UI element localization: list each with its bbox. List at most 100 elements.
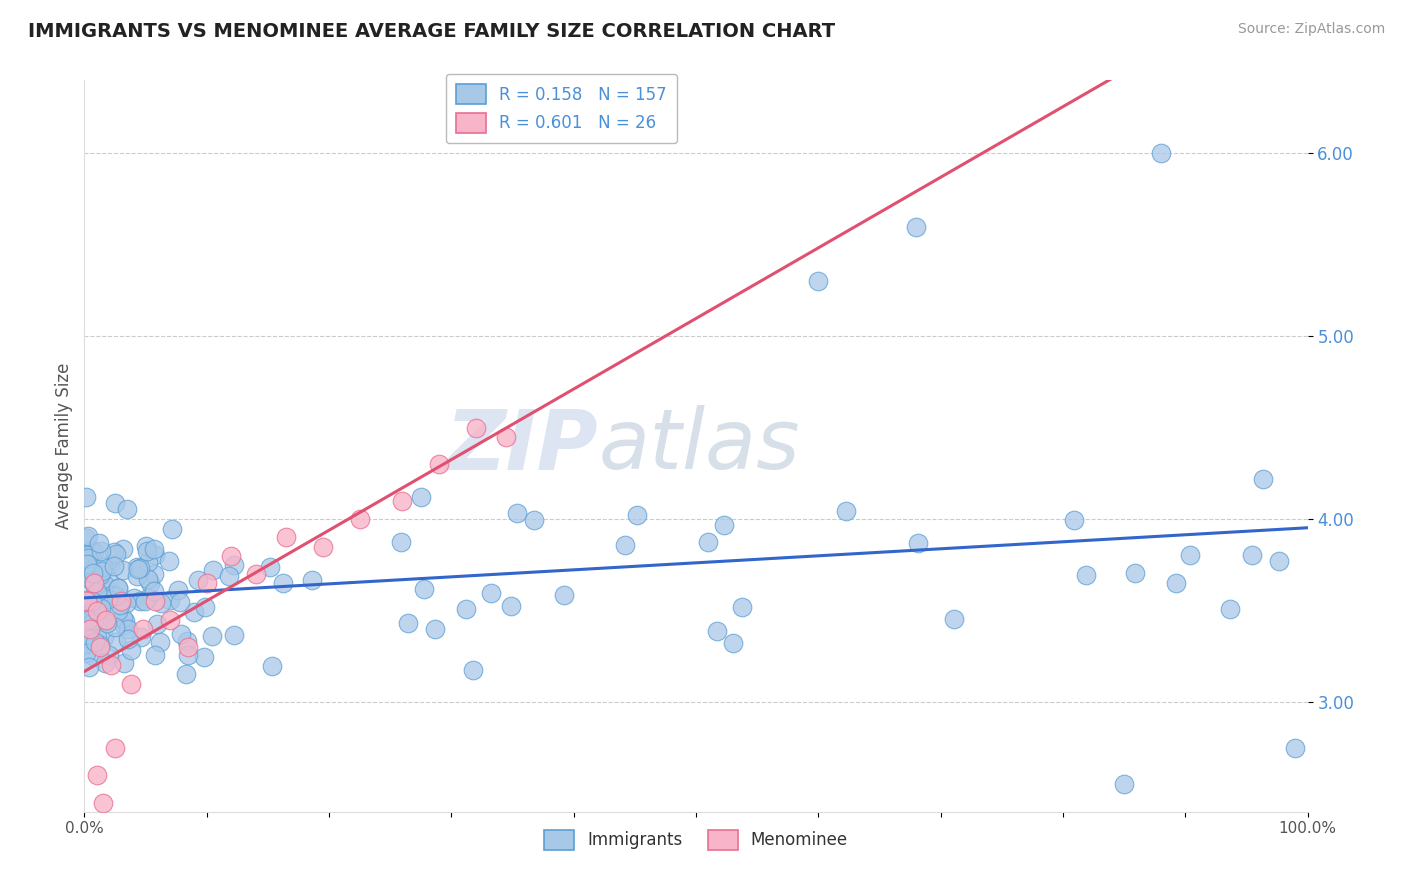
Point bbox=[202, 563, 225, 577]
Y-axis label: Average Family Size: Average Family Size bbox=[55, 363, 73, 529]
Point bbox=[129, 630, 152, 644]
Point bbox=[80, 635, 103, 649]
Point bbox=[86, 768, 108, 782]
Point bbox=[125, 560, 148, 574]
Point bbox=[143, 541, 166, 556]
Point bbox=[312, 540, 335, 554]
Point bbox=[193, 649, 215, 664]
Point bbox=[166, 583, 188, 598]
Point bbox=[83, 578, 105, 592]
Point bbox=[1268, 554, 1291, 568]
Point bbox=[626, 508, 648, 523]
Point bbox=[75, 531, 97, 545]
Point bbox=[134, 594, 156, 608]
Point bbox=[112, 618, 135, 632]
Text: IMMIGRANTS VS MENOMINEE AVERAGE FAMILY SIZE CORRELATION CHART: IMMIGRANTS VS MENOMINEE AVERAGE FAMILY S… bbox=[28, 22, 835, 41]
Point bbox=[91, 796, 114, 810]
Point bbox=[195, 576, 218, 591]
Point bbox=[82, 648, 104, 663]
Point bbox=[389, 534, 412, 549]
Point bbox=[1074, 568, 1097, 582]
Point bbox=[104, 496, 127, 510]
Point bbox=[75, 608, 97, 623]
Point bbox=[159, 553, 181, 567]
Point bbox=[614, 538, 637, 552]
Point bbox=[245, 567, 267, 582]
Point bbox=[75, 593, 97, 607]
Point bbox=[136, 591, 159, 606]
Point bbox=[90, 564, 112, 578]
Text: ZIP: ZIP bbox=[446, 406, 598, 486]
Point bbox=[75, 646, 97, 660]
Point bbox=[76, 613, 98, 627]
Point bbox=[89, 568, 111, 582]
Point bbox=[108, 598, 131, 612]
Point bbox=[1241, 549, 1264, 563]
Point bbox=[77, 566, 100, 580]
Point bbox=[122, 591, 145, 605]
Point bbox=[107, 581, 129, 595]
Point bbox=[713, 518, 735, 533]
Point bbox=[100, 588, 122, 602]
Point bbox=[79, 632, 101, 647]
Point bbox=[84, 635, 107, 649]
Point bbox=[112, 656, 135, 670]
Point bbox=[77, 660, 100, 674]
Point bbox=[169, 595, 191, 609]
Point bbox=[481, 586, 503, 600]
Point bbox=[136, 543, 159, 558]
Point bbox=[1063, 513, 1085, 527]
Point bbox=[87, 598, 110, 612]
Point bbox=[114, 614, 136, 628]
Point bbox=[86, 604, 108, 618]
Point bbox=[495, 430, 517, 444]
Point bbox=[349, 512, 371, 526]
Point bbox=[93, 576, 115, 591]
Point bbox=[98, 648, 121, 662]
Point bbox=[104, 548, 127, 562]
Point bbox=[301, 574, 323, 588]
Point bbox=[523, 513, 546, 527]
Point bbox=[89, 638, 111, 652]
Point bbox=[183, 605, 205, 619]
Point bbox=[117, 622, 139, 636]
Point bbox=[423, 622, 446, 636]
Point bbox=[87, 606, 110, 620]
Point bbox=[103, 558, 125, 573]
Point bbox=[76, 557, 98, 571]
Point bbox=[120, 643, 142, 657]
Point bbox=[104, 620, 127, 634]
Point bbox=[100, 557, 122, 571]
Point bbox=[149, 596, 172, 610]
Point bbox=[112, 542, 135, 557]
Point bbox=[461, 663, 484, 677]
Point bbox=[149, 635, 172, 649]
Point bbox=[75, 637, 97, 651]
Point bbox=[262, 658, 284, 673]
Point bbox=[170, 626, 193, 640]
Point bbox=[111, 611, 134, 625]
Point bbox=[80, 543, 103, 558]
Point bbox=[132, 622, 155, 636]
Point bbox=[83, 544, 105, 558]
Point bbox=[105, 589, 128, 603]
Point bbox=[75, 570, 97, 584]
Point bbox=[76, 548, 98, 562]
Point bbox=[117, 632, 139, 647]
Point bbox=[177, 640, 200, 655]
Point bbox=[82, 562, 104, 576]
Point bbox=[1123, 566, 1146, 580]
Point bbox=[905, 219, 928, 234]
Point bbox=[94, 656, 117, 670]
Point bbox=[135, 539, 157, 553]
Point bbox=[115, 596, 138, 610]
Point bbox=[706, 624, 728, 638]
Point bbox=[89, 577, 111, 591]
Legend: Immigrants, Menominee: Immigrants, Menominee bbox=[536, 822, 856, 858]
Point bbox=[427, 458, 450, 472]
Point bbox=[159, 613, 181, 627]
Point bbox=[79, 558, 101, 572]
Point bbox=[89, 590, 111, 604]
Point bbox=[464, 420, 486, 434]
Point bbox=[1164, 576, 1187, 591]
